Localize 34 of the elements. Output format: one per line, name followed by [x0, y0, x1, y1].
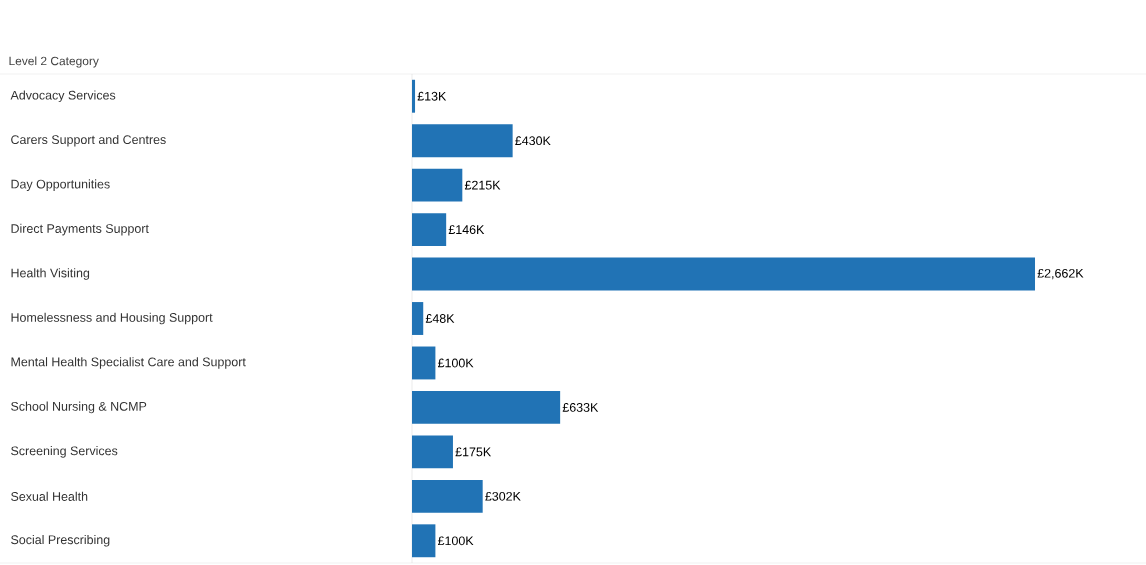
data-label: £146K — [448, 225, 485, 235]
bar — [412, 346, 436, 380]
data-label: £430K — [515, 136, 551, 146]
y-tick-label: Carers Support and Centres — [11, 134, 166, 147]
y-tick-label: Health Visiting — [11, 268, 90, 280]
bar — [412, 168, 463, 202]
data-label: £100K — [437, 358, 474, 368]
y-tick-label: Mental Health Specialist Care and Support — [11, 357, 246, 369]
data-label: £302K — [485, 491, 521, 501]
y-tick-label: Social Prescribing — [11, 534, 110, 547]
data-label: £48K — [425, 314, 455, 323]
data-label: £215K — [464, 180, 501, 190]
y-tick-label: Advocacy Services — [10, 90, 116, 103]
data-label: £175K — [455, 447, 492, 457]
y-axis-title: Level 2 Category — [9, 56, 99, 68]
data-label: £2,662K — [1037, 268, 1084, 280]
y-tick-label: Homelessness and Housing Support — [11, 312, 213, 325]
bar — [412, 213, 447, 247]
bar — [412, 524, 436, 558]
bar — [412, 124, 513, 158]
y-tick-label: Day Opportunities — [11, 179, 110, 191]
bar — [412, 79, 416, 113]
data-label: £633K — [562, 403, 599, 412]
bar — [412, 435, 453, 469]
bar — [412, 257, 1036, 291]
data-label: £100K — [437, 536, 474, 546]
bar — [412, 479, 483, 513]
bar — [412, 302, 424, 335]
y-tick-label: Direct Payments Support — [11, 223, 149, 236]
y-tick-label: Sexual Health — [11, 491, 88, 501]
bar — [412, 390, 561, 424]
data-label: £13K — [417, 91, 447, 101]
y-tick-label: School Nursing & NCMP — [11, 401, 147, 414]
y-tick-label: Screening Services — [11, 446, 118, 458]
